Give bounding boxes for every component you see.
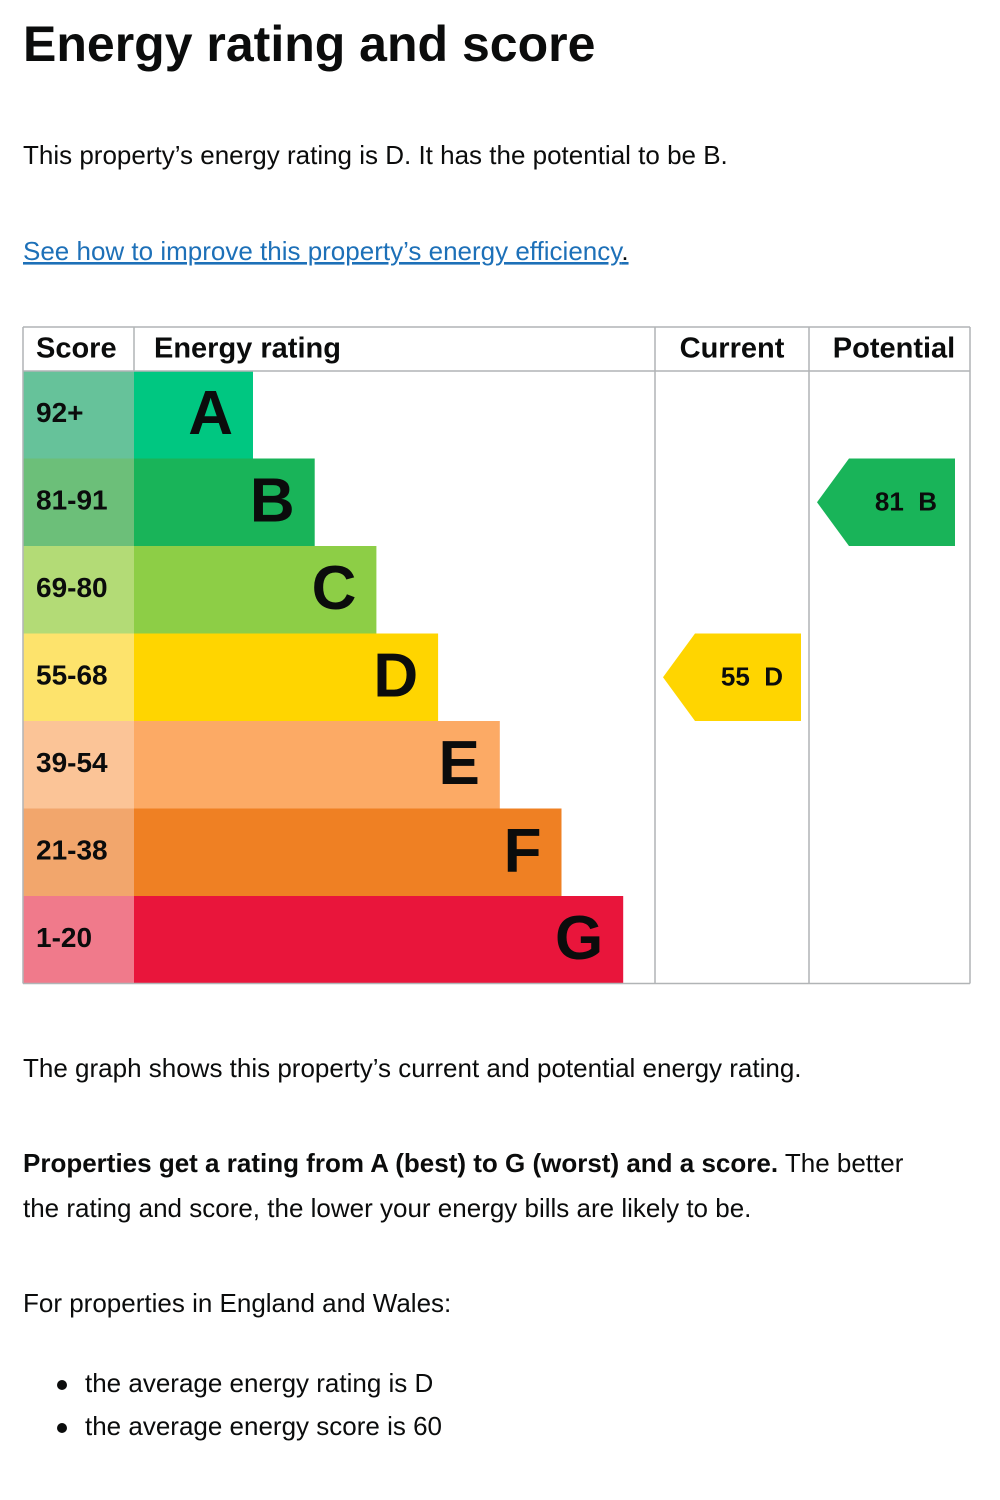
link-text[interactable]: See how to improve this property’s energ… — [23, 236, 623, 266]
current-rating: D — [764, 661, 783, 691]
rating-bar — [134, 896, 624, 984]
score-cell — [23, 458, 134, 546]
region-intro: For properties in England and Wales: — [23, 1288, 451, 1318]
rating-letter: G — [555, 904, 603, 973]
rating-letter: E — [438, 729, 479, 798]
score-cell — [23, 633, 134, 721]
rating-bar — [134, 721, 500, 809]
link-suffix: . — [621, 236, 628, 266]
score-range: 21-38 — [36, 835, 108, 866]
explanation-text: the rating and score, the lower your ene… — [23, 1193, 751, 1223]
rating-letter: C — [312, 554, 357, 623]
current-arrow — [663, 633, 801, 721]
rating-bar — [134, 808, 562, 896]
score-range: 92+ — [36, 397, 84, 428]
page-title: Energy rating and score — [23, 16, 595, 72]
rating-bar — [134, 546, 377, 634]
score-range: 81-91 — [36, 485, 108, 516]
rating-table: Score Energy rating Current Potential 92+ A 81… — [22, 326, 971, 985]
column-header: Current — [680, 333, 785, 365]
rating-bar — [134, 371, 253, 459]
column-header: Score — [36, 333, 117, 365]
rating-letter: F — [504, 817, 542, 886]
rating-letter: D — [373, 642, 418, 711]
score-cell — [23, 546, 134, 634]
score-range: 69-80 — [36, 572, 108, 603]
score-range: 55-68 — [36, 660, 108, 691]
bullet: the average energy score is 60 — [85, 1411, 442, 1441]
bullet-dot — [57, 1423, 67, 1433]
score-range: 39-54 — [36, 747, 108, 778]
caption: The graph shows this property’s current … — [23, 1053, 802, 1083]
bullet-dot — [57, 1380, 67, 1390]
bullet: the average energy rating is D — [85, 1368, 433, 1398]
current-score: 55 — [721, 661, 750, 691]
score-cell — [23, 808, 134, 896]
score-cell — [23, 371, 134, 459]
potential-label: 81 B — [875, 486, 937, 516]
explanation-line: Properties get a rating from A (best) to… — [23, 1148, 904, 1178]
current-label: 55 D — [721, 661, 783, 691]
explanation-text: The better — [778, 1148, 904, 1178]
score-cell — [23, 721, 134, 809]
rating-letter: A — [188, 379, 233, 448]
potential-arrow — [817, 458, 955, 546]
potential-rating: B — [918, 486, 937, 516]
potential-score: 81 — [875, 486, 904, 516]
rating-bar — [134, 633, 439, 721]
column-header: Potential — [833, 333, 955, 365]
improve-link[interactable]: See how to improve this property’s energ… — [23, 236, 629, 266]
rating-letter: B — [250, 467, 295, 536]
intro: This property’s energy rating is D. It h… — [23, 140, 728, 170]
rating-bar — [134, 458, 315, 546]
explanation-bold: Properties get a rating from A (best) to… — [23, 1148, 778, 1178]
score-range: 1-20 — [36, 922, 92, 953]
column-header: Energy rating — [154, 333, 341, 365]
score-cell — [23, 896, 134, 984]
